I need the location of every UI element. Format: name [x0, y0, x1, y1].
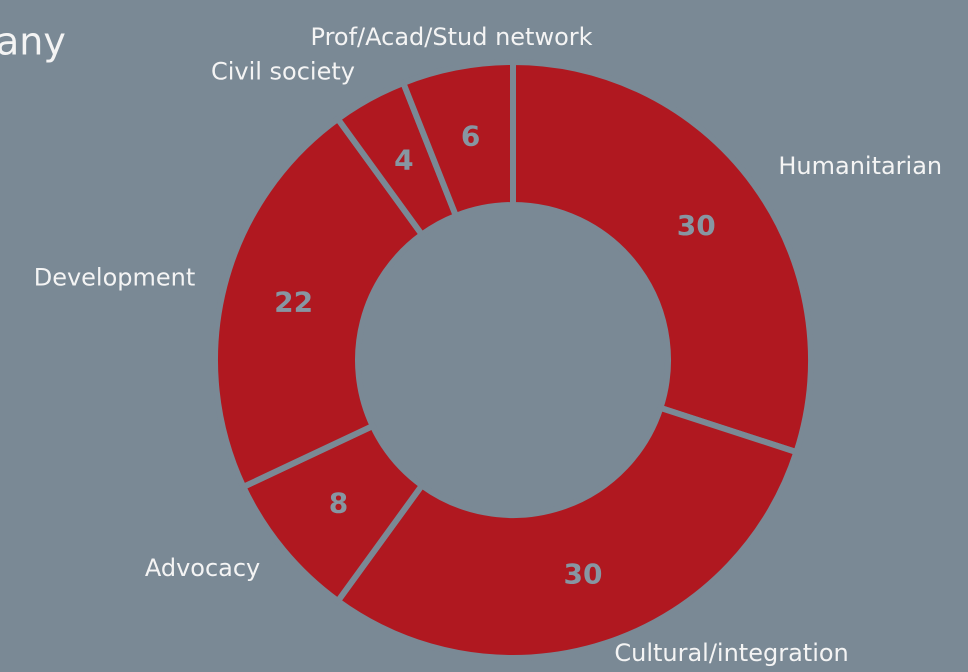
category-label: Advocacy: [145, 554, 260, 582]
slice: [212, 114, 427, 491]
slice: [333, 404, 801, 661]
chart-title: any: [0, 20, 66, 64]
category-label: Prof/Acad/Stud network: [311, 23, 593, 51]
category-label: Humanitarian: [778, 152, 942, 180]
slice: [510, 58, 814, 456]
category-label: Development: [34, 263, 196, 291]
value-label: 6: [461, 120, 480, 153]
slice: [399, 58, 516, 220]
value-label: 4: [394, 144, 413, 177]
value-label: 30: [564, 557, 603, 590]
category-label: Cultural/integration: [614, 639, 848, 667]
value-label: 22: [274, 286, 313, 319]
value-label: 30: [677, 209, 716, 242]
value-label: 8: [329, 486, 348, 519]
category-label: Civil society: [211, 58, 355, 86]
